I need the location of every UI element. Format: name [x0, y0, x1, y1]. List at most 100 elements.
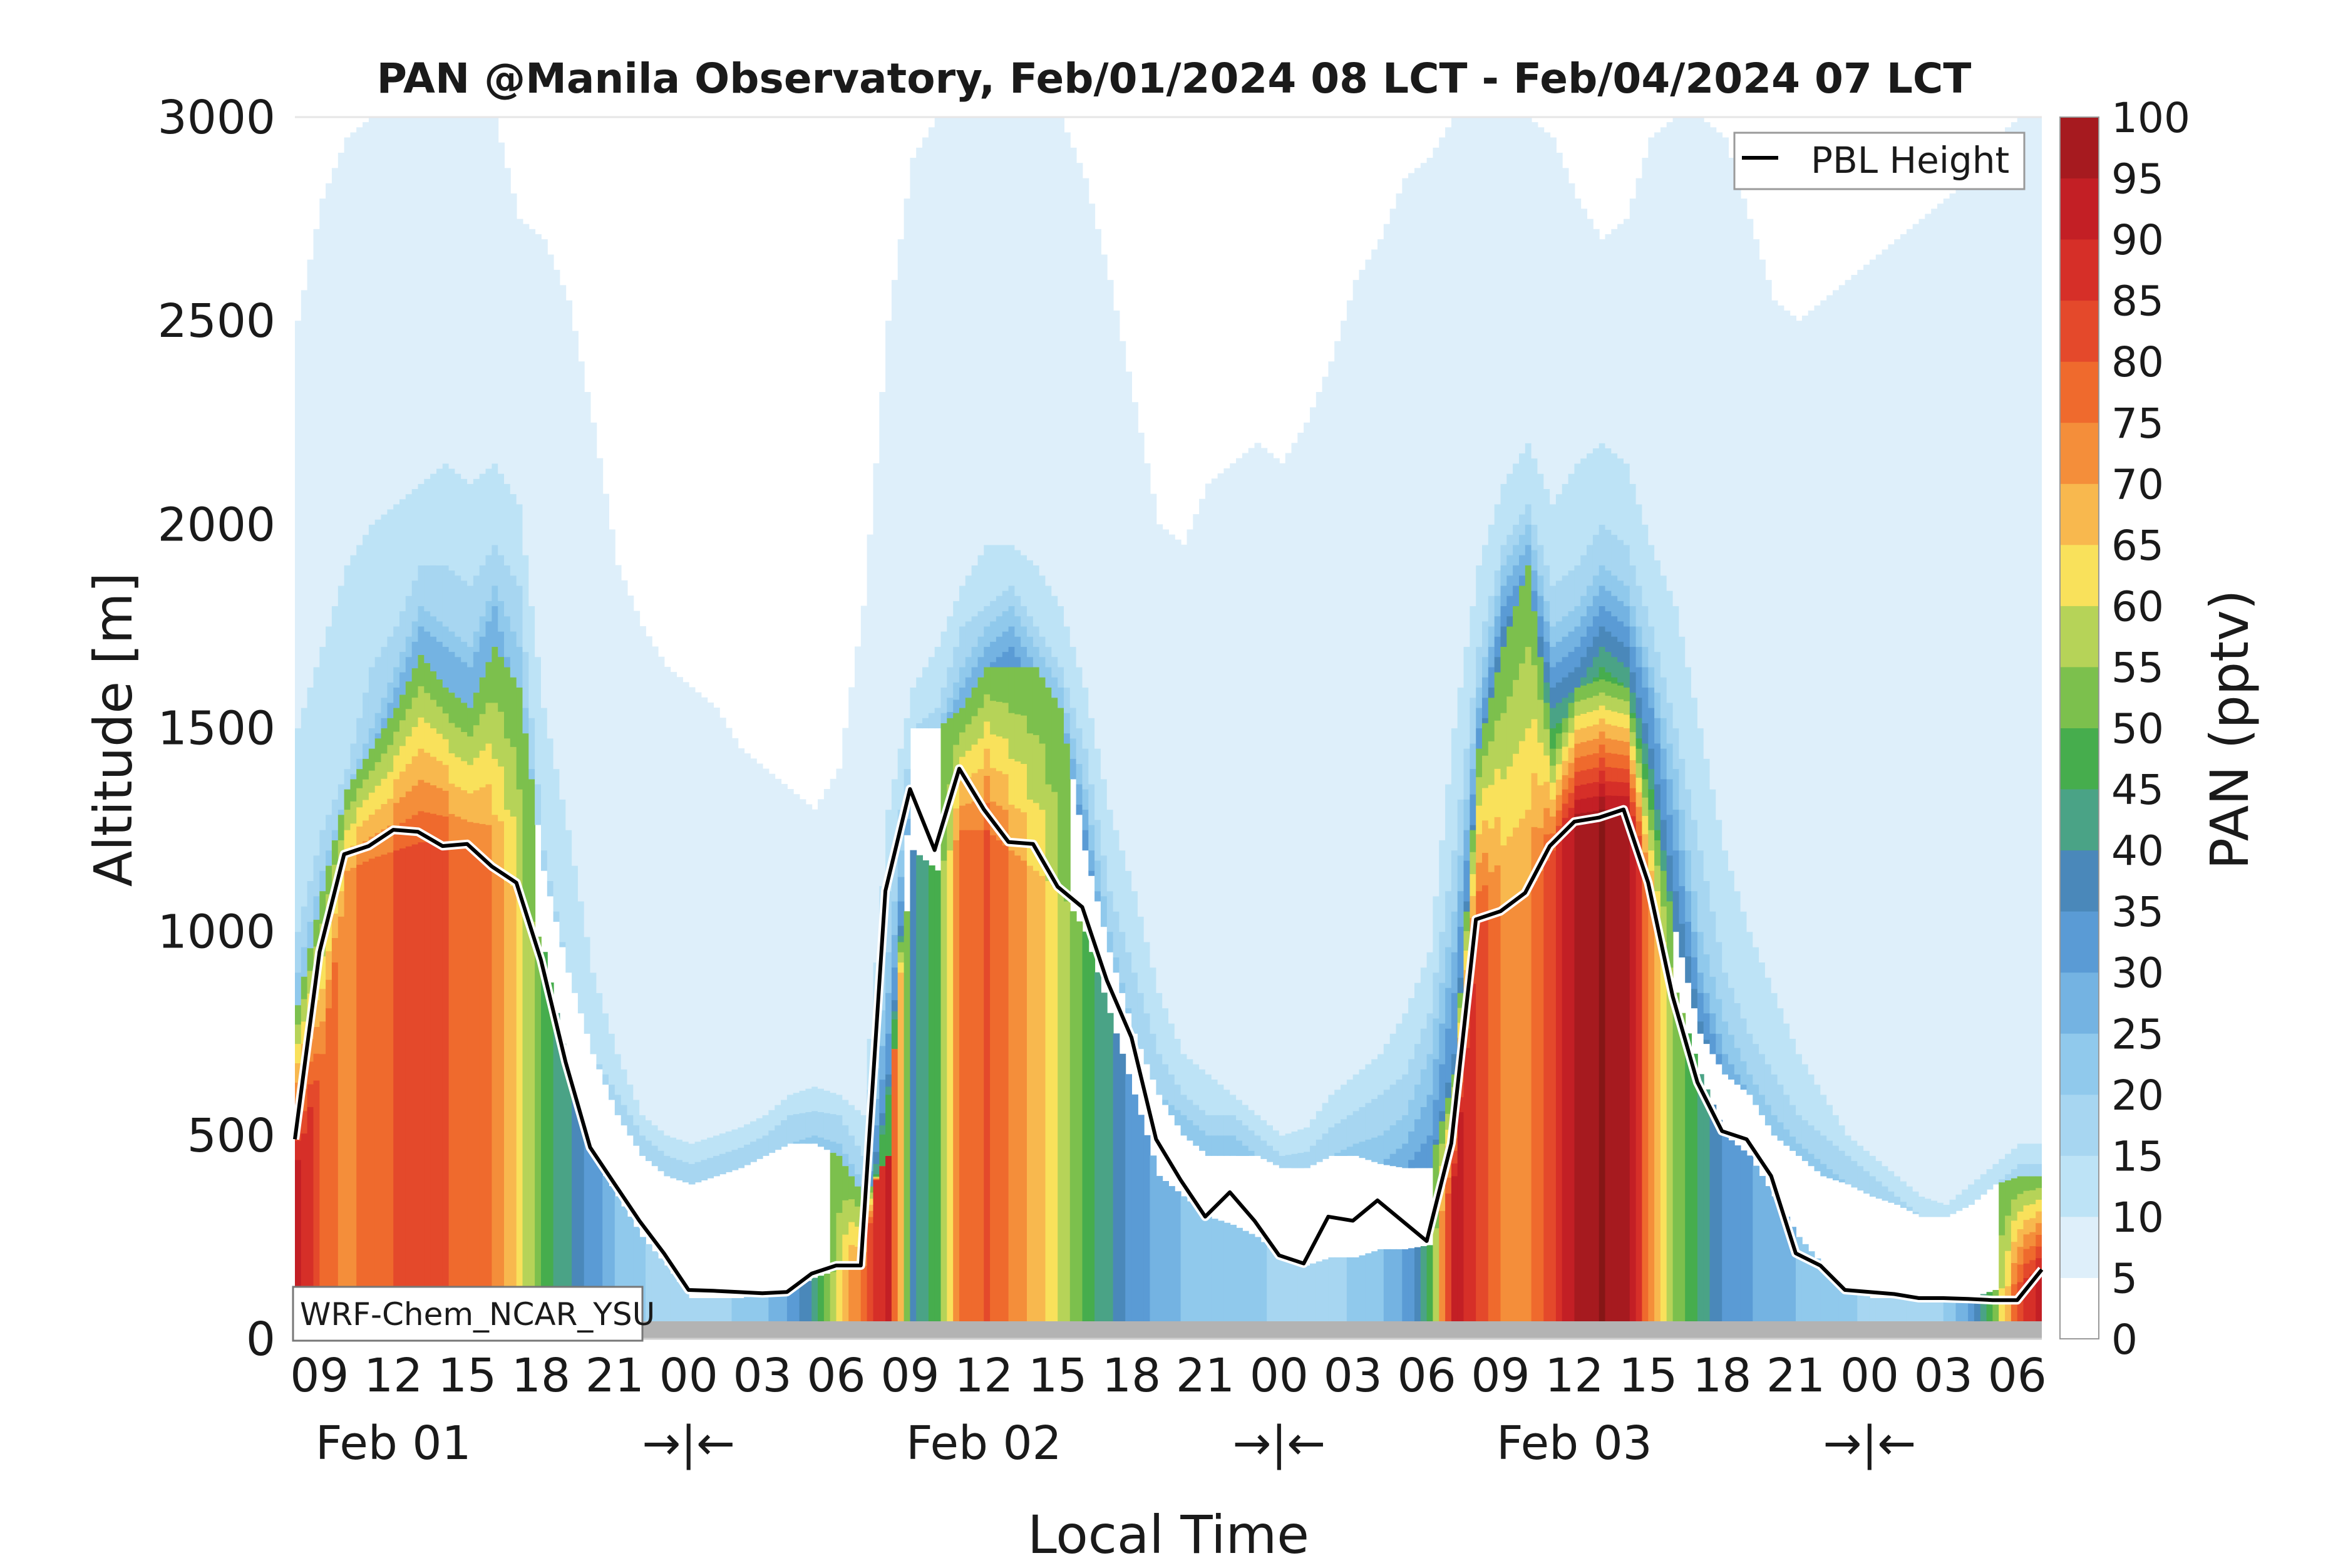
field-cell-557 [768, 1110, 776, 1131]
field-cell-609 [836, 1155, 843, 1213]
field-cell-234 [424, 631, 431, 663]
field-cell-1562 [1568, 792, 1575, 808]
field-cell-614 [842, 1268, 850, 1339]
field-cell-750 [910, 158, 917, 688]
field-cell-844 [984, 606, 991, 627]
field-cell-1668 [1599, 239, 1606, 443]
field-cell-636 [855, 1173, 862, 1187]
field-cell-583 [805, 1112, 813, 1138]
field-cell-209 [411, 668, 419, 698]
field-cell-1870 [1691, 890, 1698, 932]
field-cell-1606 [1580, 636, 1587, 658]
field-cell-1743 [1624, 219, 1630, 464]
field-cell-650 [867, 1222, 874, 1339]
field-cell-1986 [1814, 1084, 1821, 1131]
field-cell-91 [344, 789, 351, 810]
field-cell-281 [448, 651, 456, 693]
field-cell-906 [1021, 812, 1027, 861]
field-cell-1145 [1291, 1153, 1299, 1168]
field-cell-1532 [1555, 748, 1563, 765]
field-cell-113 [356, 127, 363, 545]
field-cell-2098 [1999, 1179, 2006, 1183]
field-cell-505 [688, 1143, 696, 1164]
field-cell-377 [504, 616, 511, 658]
field-cell-151 [381, 718, 388, 729]
field-cell-1575 [1568, 473, 1575, 571]
field-cell-620 [842, 1099, 850, 1126]
field-cell-1826 [1660, 778, 1667, 820]
field-cell-654 [867, 1198, 874, 1205]
field-cell-200 [405, 596, 413, 637]
field-cell-431 [572, 1094, 579, 1339]
field-cell-1867 [1691, 988, 1698, 1009]
field-cell-1996 [1826, 1105, 1833, 1141]
field-cell-949 [1051, 697, 1059, 792]
field-cell-934 [1039, 743, 1046, 810]
field-cell-396 [522, 906, 530, 1339]
field-cell-1708 [1617, 795, 1624, 810]
field-cell-1840 [1666, 591, 1674, 703]
colorbar-swatch-7 [2060, 850, 2099, 912]
field-cell-651 [867, 1216, 874, 1224]
field-cell-2106 [2005, 1153, 2012, 1175]
field-cell-965 [1064, 626, 1071, 688]
field-cell-944 [1045, 646, 1053, 668]
field-cell-1190 [1352, 1074, 1360, 1112]
field-cell-640 [860, 1265, 868, 1339]
field-cell-1852 [1679, 885, 1686, 924]
field-cell-842 [984, 646, 991, 668]
field-cell-2121 [2017, 1211, 2024, 1229]
field-cell-534 [731, 738, 739, 1130]
field-cell-1078 [1199, 1069, 1206, 1110]
field-cell-894 [1014, 855, 1022, 1339]
field-cell-1800 [1648, 768, 1655, 790]
field-cell-1522 [1550, 626, 1557, 647]
field-cell-1829 [1660, 677, 1667, 718]
field-cell-1336 [1463, 950, 1471, 971]
field-cell-973 [1076, 921, 1083, 1339]
field-cell-1503 [1543, 661, 1551, 683]
field-cell-2110 [2011, 1241, 2018, 1263]
field-cell-1105 [1236, 1227, 1243, 1339]
field-cell-1062 [1180, 1094, 1188, 1115]
field-cell-1252 [1420, 1106, 1428, 1144]
field-cell-226 [418, 117, 425, 484]
field-cell-1391 [1488, 784, 1495, 829]
field-cell-1130 [1267, 1125, 1274, 1146]
field-cell-940 [1045, 880, 1053, 1339]
field-cell-1221 [1389, 1084, 1397, 1126]
field-cell-1177 [1341, 1257, 1347, 1339]
field-cell-2026 [1869, 1155, 1877, 1177]
field-cell-966 [1064, 132, 1071, 627]
field-cell-1097 [1223, 1115, 1231, 1136]
field-cell-366 [498, 656, 505, 712]
field-cell-967 [1069, 911, 1077, 1339]
field-cell-1524 [1550, 503, 1557, 586]
field-cell-1586 [1574, 687, 1582, 702]
field-cell-971 [1069, 646, 1077, 708]
field-cell-1295 [1445, 947, 1452, 988]
field-cell-1656 [1599, 718, 1606, 732]
field-cell-1098 [1223, 1089, 1231, 1115]
field-cell-1493 [1537, 473, 1545, 545]
field-cell-887 [1008, 666, 1016, 713]
x-tick-label-2: 15 [438, 1349, 497, 1403]
field-cell-929 [1032, 626, 1040, 647]
field-cell-1912 [1728, 1034, 1735, 1065]
field-cell-1696 [1611, 697, 1619, 712]
field-cell-1446 [1513, 524, 1520, 545]
field-cell-1157 [1310, 1145, 1317, 1165]
field-cell-1638 [1592, 695, 1600, 711]
field-cell-1899 [1716, 1033, 1723, 1055]
field-cell-1387 [1482, 117, 1489, 545]
field-cell-321 [473, 790, 480, 823]
field-cell-923 [1027, 117, 1034, 560]
field-cell-408 [535, 936, 542, 1339]
field-cell-93 [344, 565, 351, 770]
field-cell-679 [873, 463, 880, 963]
field-cell-1426 [1506, 906, 1514, 1339]
field-cell-707 [885, 1086, 892, 1095]
field-cell-1454 [1519, 575, 1526, 586]
field-cell-2137 [2023, 117, 2031, 1144]
field-cell-976 [1076, 763, 1083, 785]
